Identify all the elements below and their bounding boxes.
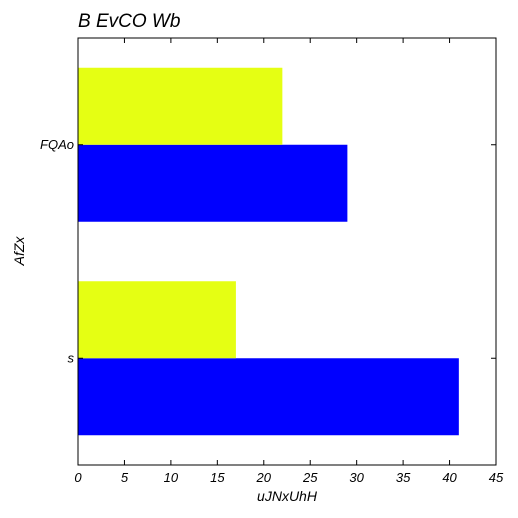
x-tick-label: 30 bbox=[349, 470, 364, 485]
x-tick-label: 5 bbox=[121, 470, 129, 485]
chart-title: B EvCO Wb bbox=[78, 11, 180, 32]
y-axis-label: AfZx bbox=[11, 236, 27, 267]
x-tick-label: 40 bbox=[442, 470, 457, 485]
y-tick-label: FQAo bbox=[40, 137, 74, 152]
bar-s-series-1 bbox=[78, 281, 236, 359]
x-axis-ticks: 0 5 10 15 20 25 30 35 40 45 bbox=[74, 38, 504, 485]
x-tick-label: 35 bbox=[396, 470, 411, 485]
plot-frame bbox=[77, 37, 497, 466]
x-tick-label: 25 bbox=[302, 470, 318, 485]
x-tick-label: 45 bbox=[489, 470, 504, 485]
bars-group bbox=[78, 67, 459, 436]
y-tick-label: s bbox=[68, 350, 75, 365]
x-tick-label: 10 bbox=[164, 470, 179, 485]
bar-FQAo-series-1 bbox=[78, 67, 283, 145]
x-tick-label: 15 bbox=[210, 470, 225, 485]
x-axis-label: uJNxUhH bbox=[257, 488, 318, 504]
x-tick-label: 0 bbox=[74, 470, 82, 485]
bar-FQAo-series-0 bbox=[78, 144, 348, 222]
bar-s-series-0 bbox=[78, 358, 459, 436]
x-tick-label: 20 bbox=[256, 470, 272, 485]
y-axis-ticks: s FQAo bbox=[40, 137, 496, 365]
